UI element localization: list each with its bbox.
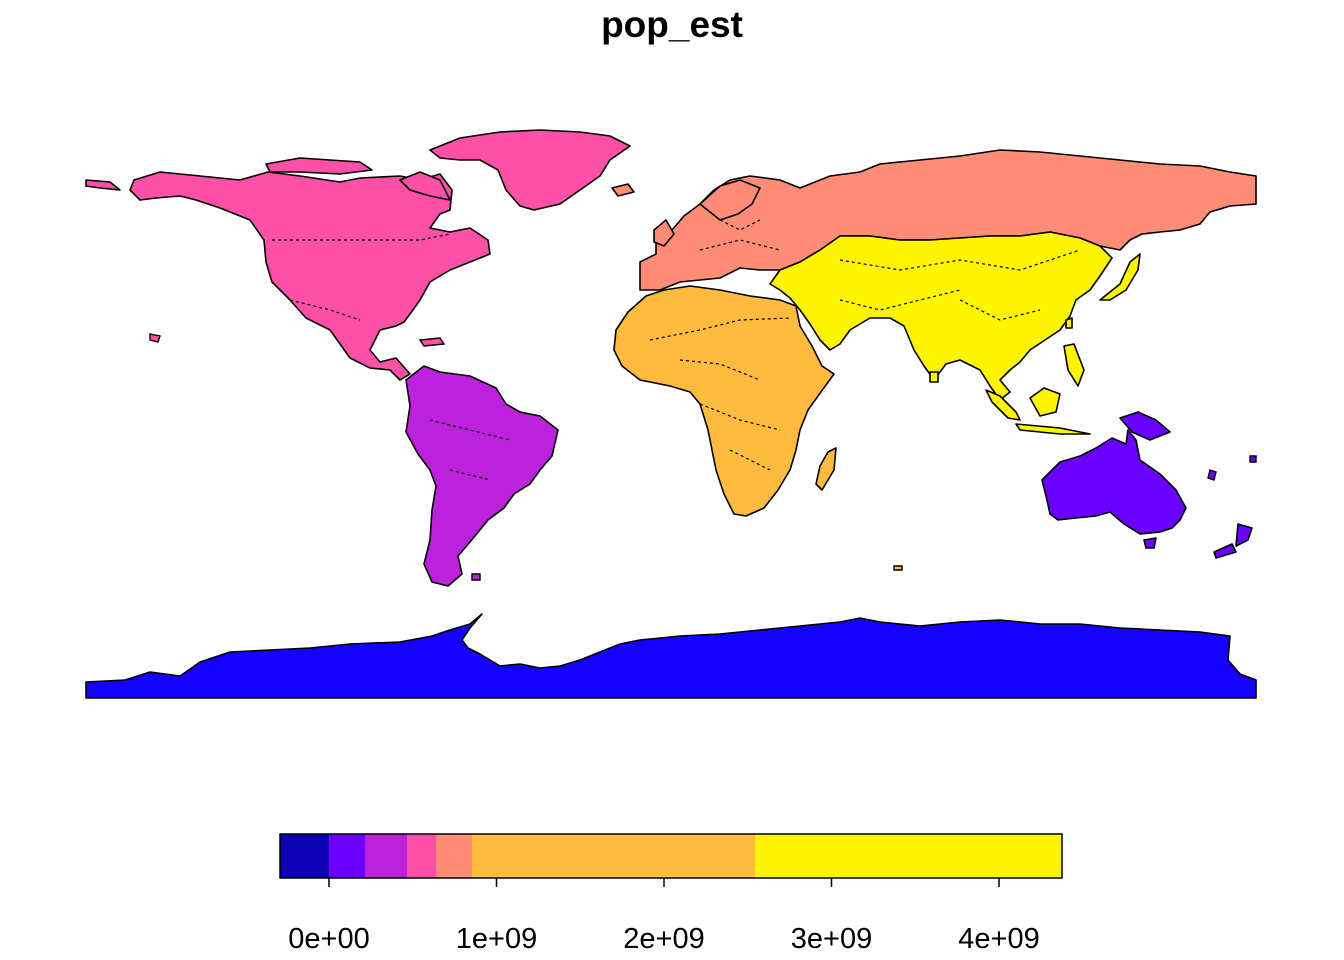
region-java [1015,423,1091,435]
region-fiji [1249,455,1257,463]
region-caribbean [418,337,446,347]
region-south-america [405,365,559,587]
color-legend: 0e+00 1e+09 2e+09 3e+09 4e+09 [279,833,1063,955]
region-new-zealand-n [1235,523,1253,547]
region-madagascar [815,447,837,491]
region-greenland [429,129,631,211]
region-new-guinea [1119,411,1171,441]
legend-swatch [472,834,755,878]
legend-tick-label: 0e+00 [288,923,369,955]
region-borneo [1029,387,1061,417]
legend-swatch [329,834,365,878]
region-new-zealand-s [1213,543,1237,559]
border-south-america-inner [429,419,511,481]
region-australia [1041,429,1187,535]
legend-swatch [407,834,436,878]
region-kerguelen [893,565,903,571]
legend-swatch [365,834,407,878]
region-japan [1099,253,1141,301]
region-falklands [471,573,481,581]
region-africa [613,285,835,517]
region-canada-archipelago [265,157,373,175]
region-sri-lanka [929,371,939,383]
region-scandinavia [699,179,761,221]
region-north-america [129,171,491,381]
border-asia-inner [839,249,1081,321]
region-antarctica [85,613,1257,699]
map-title: pop_est [601,4,743,45]
region-baffin [399,171,451,201]
legend-tick-label: 4e+09 [958,923,1039,955]
region-philippines [1063,343,1085,387]
region-iceland [611,183,635,197]
legend-tick-label: 3e+09 [791,923,872,955]
region-hawaii [149,333,161,343]
region-new-caledonia [1207,469,1217,481]
border-us-mexico [289,299,361,321]
legend-swatch [436,834,472,878]
legend-swatch [755,834,1062,878]
region-alaska-west [85,179,121,191]
legend-tick-label: 1e+09 [456,923,537,955]
region-tasmania [1143,537,1157,549]
border-europe-inner [699,219,781,251]
region-taiwan [1065,317,1073,329]
border-us-canada [272,233,451,241]
legend-swatch [280,834,329,878]
region-great-britain [653,219,675,247]
legend-frame [279,833,1063,879]
region-sumatra [985,389,1021,421]
region-asia [769,231,1113,401]
legend-tick-label: 2e+09 [623,923,704,955]
